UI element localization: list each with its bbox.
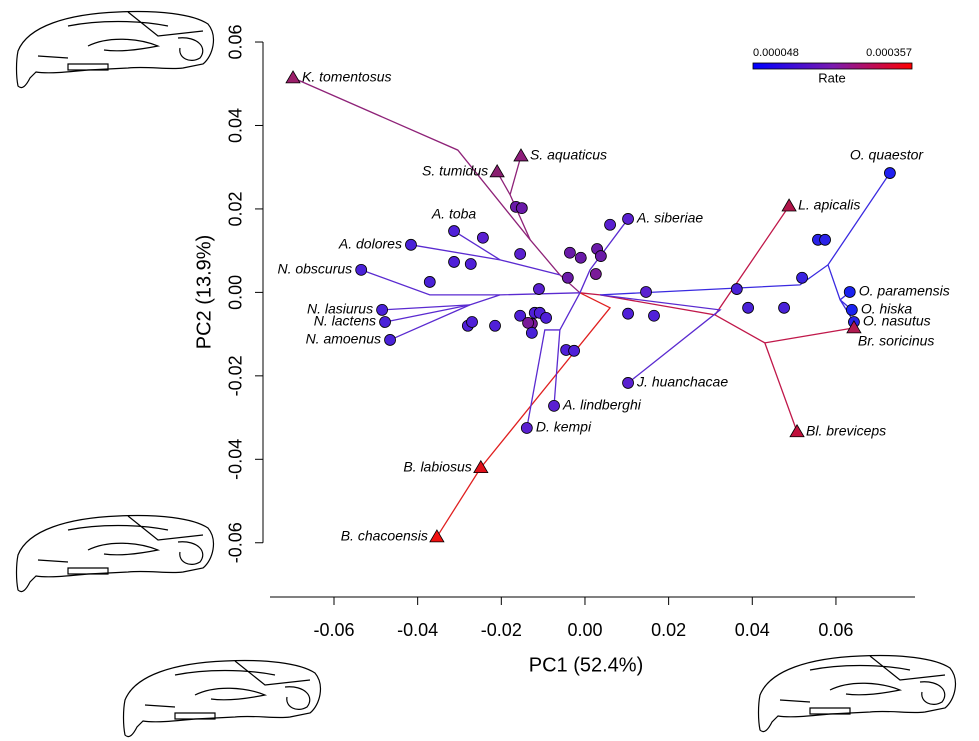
colorbar-max-label: 0.000357 — [866, 47, 912, 59]
skull-illustration — [759, 656, 956, 732]
point-label: S. tumidus — [422, 162, 488, 178]
point-circle — [820, 234, 831, 245]
point-label: J. huanchacae — [636, 374, 728, 390]
point-label: A. lindberghi — [562, 397, 642, 413]
point-circle — [515, 248, 526, 259]
point-circle — [797, 272, 808, 283]
x-axis-label: PC1 (52.4%) — [529, 654, 644, 676]
point-circle — [779, 302, 790, 313]
point-circle — [541, 312, 552, 323]
point-circle — [533, 284, 544, 295]
point-label: A. dolores — [338, 236, 402, 252]
point-circle — [648, 310, 659, 321]
point-circle — [424, 276, 435, 287]
tree-branch — [527, 330, 560, 428]
point-label: K. tomentosus — [302, 69, 392, 85]
point-circle — [385, 334, 396, 345]
point-circle — [605, 219, 616, 230]
point-label: O. paramensis — [859, 283, 950, 299]
y-tick-label: -0.06 — [226, 522, 246, 563]
x-tick-label: -0.04 — [397, 620, 438, 640]
point-circle — [516, 203, 527, 214]
point-circle — [449, 256, 460, 267]
point-circle — [380, 317, 391, 328]
point-circle — [477, 232, 488, 243]
point-label: L. apicalis — [798, 197, 860, 213]
colorbar — [753, 63, 912, 69]
point-circle — [595, 251, 606, 262]
point-circle — [521, 423, 532, 434]
skull-illustration — [124, 661, 321, 737]
x-tick-label: 0.00 — [567, 620, 602, 640]
y-axis-label: PC2 (13.9%) — [193, 235, 215, 350]
point-circle — [490, 320, 501, 331]
point-circle — [465, 259, 476, 270]
point-label: N. obscurus — [277, 261, 352, 277]
y-tick-label: 0.00 — [226, 275, 246, 310]
skull-illustration — [17, 516, 214, 592]
tree-branch — [437, 293, 610, 537]
tree-branch — [361, 270, 580, 295]
point-label: N. amoenus — [306, 331, 381, 347]
point-circle — [356, 264, 367, 275]
point-circle — [844, 286, 855, 297]
point-triangle — [514, 149, 528, 161]
point-circle — [405, 239, 416, 250]
point-triangle — [286, 71, 300, 83]
y-tick-label: -0.04 — [226, 439, 246, 480]
point-label: A. toba — [431, 206, 477, 222]
point-circle — [467, 317, 478, 328]
point-triangle — [782, 199, 796, 211]
tree-branch — [765, 328, 854, 343]
point-label: B. chacoensis — [341, 528, 428, 544]
y-tick-label: 0.04 — [226, 108, 246, 143]
point-triangle — [490, 165, 504, 177]
y-tick-label: -0.02 — [226, 355, 246, 396]
tree-branch — [600, 295, 720, 383]
point-label: O. quaestor — [850, 147, 924, 163]
point-circle — [523, 317, 534, 328]
x-tick-label: 0.04 — [735, 620, 770, 640]
point-circle — [575, 252, 586, 263]
point-circle — [731, 284, 742, 295]
point-circle — [526, 327, 537, 338]
tree-branch — [600, 173, 890, 295]
point-circle — [623, 377, 634, 388]
y-tick-label: 0.06 — [226, 24, 246, 59]
point-label: Br. soricinus — [858, 333, 935, 349]
chart: PC1 (52.4%) PC2 (13.9%) -0.06 -0.04 -0.02 0… — [0, 0, 979, 741]
point-circle — [449, 226, 460, 237]
point-label: O. nasutus — [863, 313, 931, 329]
point-circle — [564, 247, 575, 258]
point-circle — [846, 304, 857, 315]
point-circle — [641, 286, 652, 297]
x-tick-label: 0.02 — [651, 620, 686, 640]
point-circle — [549, 400, 560, 411]
point-label: D. kempi — [536, 419, 592, 435]
point-circle — [743, 302, 754, 313]
point-label: B. labiosus — [403, 458, 471, 474]
point-label: S. aquaticus — [530, 147, 607, 163]
point-circle — [569, 345, 580, 356]
point-triangle — [430, 530, 444, 542]
x-tick-label: -0.06 — [313, 620, 354, 640]
colorbar-min-label: 0.000048 — [753, 47, 799, 59]
skull-illustration — [17, 12, 214, 88]
point-circle — [590, 269, 601, 280]
point-triangle — [790, 425, 804, 437]
point-label: A. siberiae — [636, 210, 703, 226]
point-label: N. lactens — [314, 313, 376, 329]
x-tick-label: 0.06 — [818, 620, 853, 640]
y-tick-label: 0.02 — [226, 191, 246, 226]
point-label: Bl. breviceps — [806, 422, 886, 438]
point-circle — [623, 308, 634, 319]
tree-branch — [390, 305, 470, 340]
point-circle — [623, 213, 634, 224]
x-tick-label: -0.02 — [481, 620, 522, 640]
point-circle — [377, 304, 388, 315]
point-circle — [562, 272, 573, 283]
colorbar-title: Rate — [818, 70, 845, 85]
point-circle — [884, 168, 895, 179]
